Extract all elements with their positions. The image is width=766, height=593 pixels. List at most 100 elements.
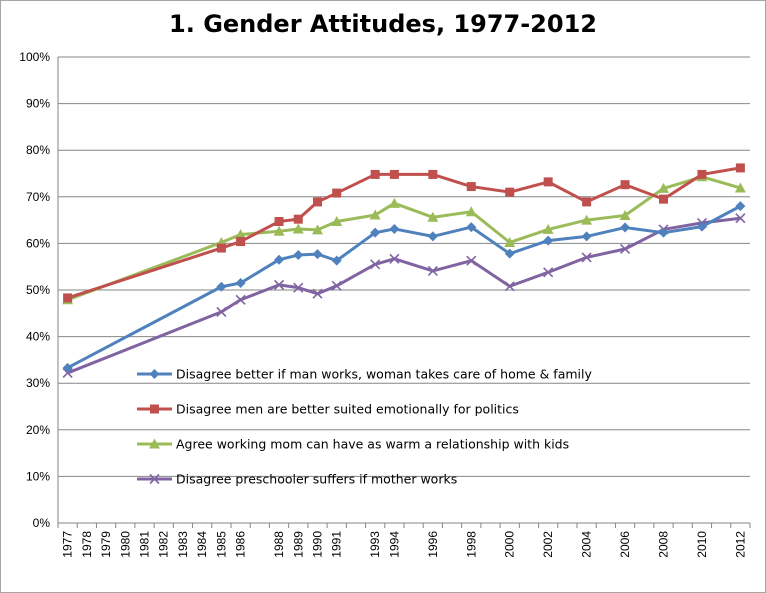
data-point-x bbox=[273, 279, 285, 290]
data-point-triangle bbox=[581, 214, 593, 225]
data-point-diamond bbox=[331, 255, 342, 266]
data-point-square bbox=[370, 169, 380, 179]
data-point-triangle bbox=[619, 209, 631, 220]
data-point-diamond bbox=[466, 222, 477, 233]
data-point-x bbox=[735, 213, 746, 224]
data-point-x-stroke bbox=[235, 294, 246, 305]
x-tick-label: 1989 bbox=[291, 531, 305, 558]
chart-title: 1. Gender Attitudes, 1977-2012 bbox=[169, 10, 597, 38]
data-point-x bbox=[216, 306, 227, 317]
data-point-x-stroke bbox=[293, 282, 304, 293]
data-point-x-stroke bbox=[543, 267, 554, 278]
data-point-diamond bbox=[696, 221, 707, 232]
x-tick-label: 2008 bbox=[657, 531, 671, 558]
data-point-diamond bbox=[149, 369, 160, 379]
data-point-x bbox=[331, 280, 342, 291]
data-point-triangle bbox=[312, 224, 323, 235]
data-point-triangle bbox=[273, 225, 285, 236]
data-point-square bbox=[505, 187, 515, 197]
data-point-diamond bbox=[235, 278, 246, 289]
data-point-triangle bbox=[734, 182, 746, 193]
data-point-square bbox=[63, 293, 73, 303]
legend-item-4: Disagree preschooler suffers if mother w… bbox=[137, 472, 457, 487]
y-tick-label: 100% bbox=[19, 50, 50, 64]
data-point-square bbox=[582, 197, 592, 207]
y-tick-label: 70% bbox=[26, 190, 50, 204]
legend: Disagree better if man works, woman take… bbox=[137, 367, 592, 487]
x-tick-label: 1978 bbox=[80, 531, 94, 558]
data-point-x-stroke bbox=[331, 280, 342, 291]
x-tick-label: 1979 bbox=[99, 531, 113, 558]
legend-label: Disagree preschooler suffers if mother w… bbox=[176, 472, 457, 487]
x-tick-label: 1988 bbox=[272, 531, 286, 558]
y-axis-ticks: 0% 10% 20% 30% 40% 50% 60% 70% 80% 90% 100% bbox=[19, 50, 50, 530]
data-point-diamond bbox=[543, 235, 554, 246]
data-point-diamond bbox=[504, 248, 515, 259]
data-point-square bbox=[313, 197, 322, 207]
x-tick-label: 1981 bbox=[138, 531, 152, 558]
x-tick-label: 1984 bbox=[195, 531, 209, 558]
data-point-diamond bbox=[312, 249, 323, 260]
data-point-x bbox=[504, 281, 515, 292]
x-tick-label: 1993 bbox=[368, 531, 382, 558]
x-tick-label: 2004 bbox=[580, 531, 594, 558]
data-point-diamond bbox=[735, 201, 746, 212]
x-tick-label: 1977 bbox=[61, 531, 75, 558]
data-point-x bbox=[581, 252, 592, 263]
data-point-square bbox=[389, 169, 399, 179]
data-point-triangle bbox=[504, 236, 516, 247]
gridlines bbox=[57, 56, 750, 523]
data-point-x-stroke bbox=[149, 473, 160, 485]
x-tick-label: 1980 bbox=[118, 531, 132, 558]
data-point-x-stroke bbox=[619, 243, 631, 255]
data-point-triangle bbox=[465, 206, 477, 217]
x-tick-label: 1996 bbox=[426, 531, 440, 558]
data-point-diamond bbox=[658, 227, 669, 238]
series-line bbox=[67, 216, 741, 375]
series-4 bbox=[62, 213, 746, 379]
series-layer bbox=[62, 163, 746, 379]
data-point-square bbox=[543, 177, 553, 187]
data-point-x-stroke bbox=[216, 306, 227, 317]
y-tick-label: 80% bbox=[26, 143, 50, 157]
data-point-diamond bbox=[581, 231, 592, 242]
data-point-square bbox=[735, 163, 745, 173]
data-point-x-stroke bbox=[427, 265, 438, 276]
y-tick-label: 0% bbox=[33, 516, 51, 530]
data-point-x bbox=[293, 282, 304, 293]
y-tick-label: 90% bbox=[26, 97, 50, 111]
data-point-triangle bbox=[369, 209, 381, 220]
x-tick-label: 2012 bbox=[733, 531, 747, 558]
data-point-x bbox=[62, 367, 73, 379]
data-point-triangle bbox=[427, 211, 439, 222]
x-tick-label: 1991 bbox=[330, 531, 344, 558]
data-point-triangle bbox=[235, 229, 247, 240]
data-point-triangle bbox=[542, 223, 554, 234]
data-point-square bbox=[274, 216, 284, 226]
data-point-diamond bbox=[293, 250, 304, 261]
data-point-diamond bbox=[427, 231, 438, 242]
data-point-x bbox=[543, 267, 554, 278]
data-point-diamond bbox=[620, 222, 631, 233]
x-tick-label: 1985 bbox=[214, 531, 228, 558]
series-line bbox=[67, 175, 741, 302]
x-tick-label: 1998 bbox=[464, 531, 478, 558]
data-point-diamond bbox=[389, 223, 400, 234]
y-tick-label: 20% bbox=[26, 423, 50, 437]
series-line bbox=[66, 204, 742, 370]
data-point-diamond bbox=[274, 254, 285, 265]
data-point-triangle bbox=[331, 215, 343, 226]
data-point-square bbox=[697, 169, 707, 179]
legend-label: Agree working mom can have as warm a rel… bbox=[176, 437, 569, 452]
data-point-x bbox=[427, 265, 438, 276]
x-tick-label: 1983 bbox=[176, 531, 190, 558]
data-point-triangle bbox=[292, 223, 304, 234]
legend-item-2: Disagree men are better suited emotional… bbox=[137, 402, 519, 417]
data-point-square bbox=[216, 243, 226, 253]
data-point-x-stroke bbox=[62, 367, 73, 379]
data-point-square bbox=[428, 169, 438, 179]
legend-item-3: Agree working mom can have as warm a rel… bbox=[137, 437, 569, 452]
data-point-x bbox=[619, 243, 631, 255]
